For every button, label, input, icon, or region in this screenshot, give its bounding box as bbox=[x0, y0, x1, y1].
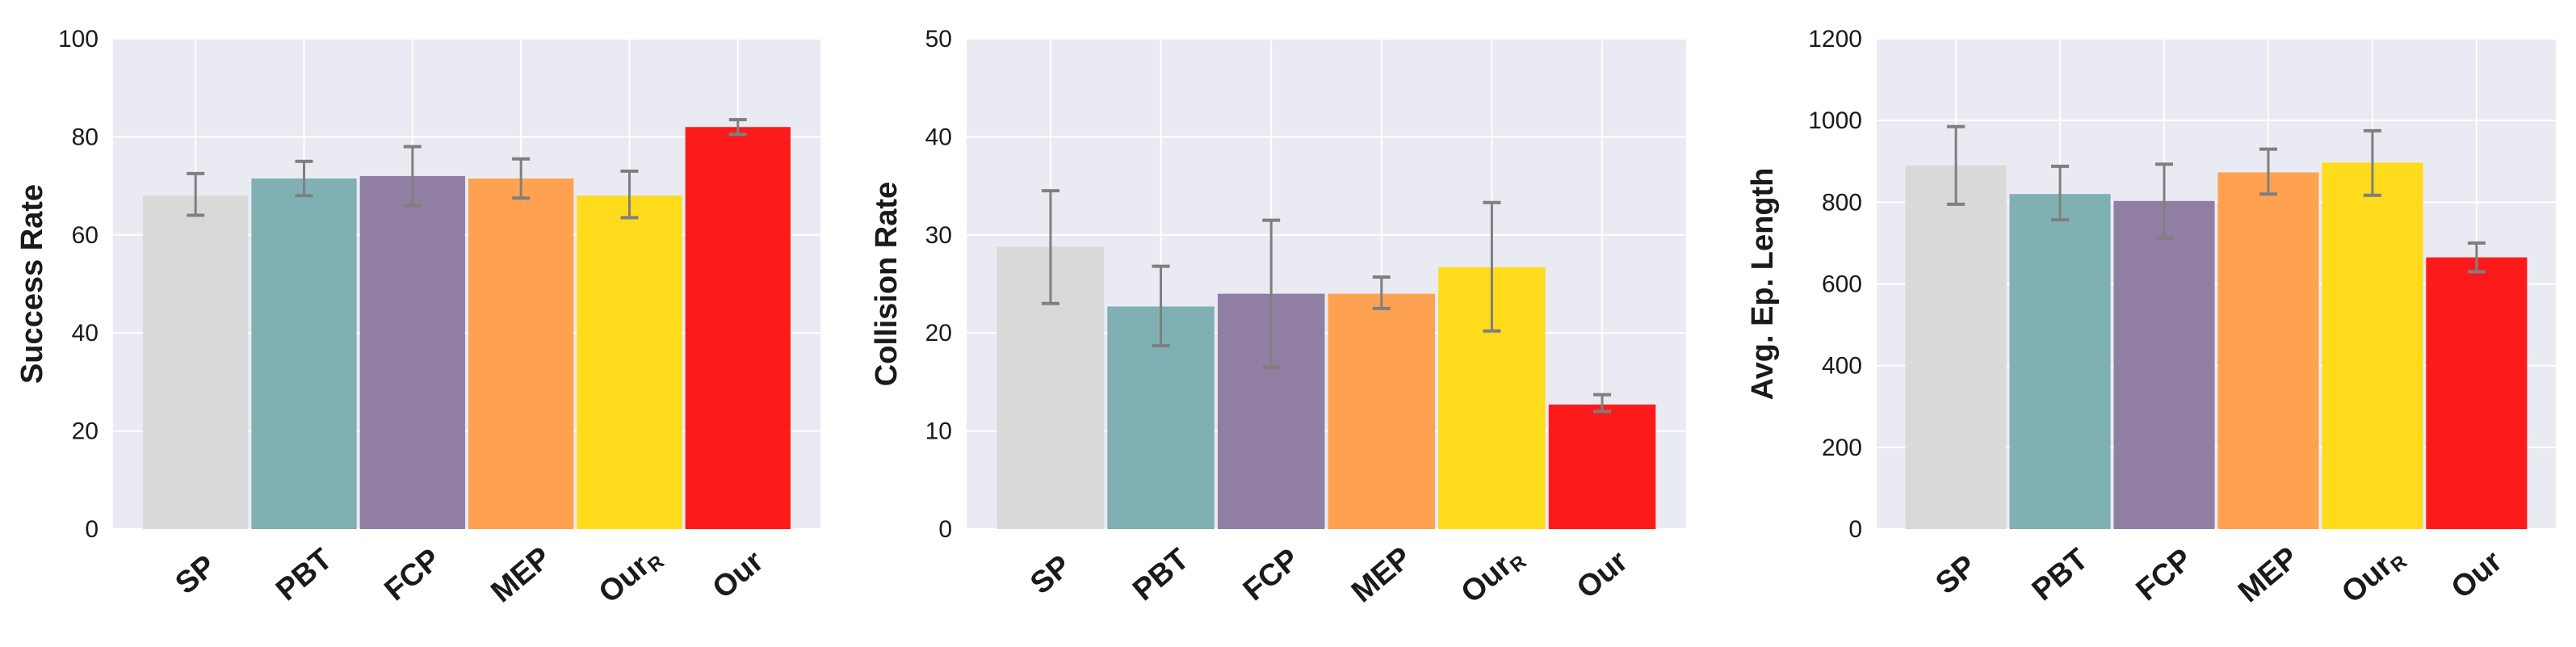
x-tick-label: Our bbox=[707, 544, 770, 606]
y-tick-label: 10 bbox=[925, 418, 952, 445]
x-tick-label: PBT bbox=[2026, 542, 2095, 607]
x-tick-label: SP bbox=[170, 548, 223, 601]
chart-panel-1: 0 20 40 60 80 100 SP PBT FCP MEP OurR Our Success Ra… bbox=[15, 26, 820, 611]
bar bbox=[2113, 200, 2215, 529]
chart-panel-2: 0 10 20 30 40 50 SP PBT FCP MEP OurR Our Collision R… bbox=[870, 26, 1686, 611]
bar bbox=[1905, 165, 2007, 529]
bar bbox=[685, 127, 791, 529]
x-tick-label: PBT bbox=[1126, 542, 1195, 607]
y-tick-label: 1000 bbox=[1808, 107, 1862, 134]
x-tick-label: OurR bbox=[593, 540, 669, 611]
x-tick-label: SP bbox=[1024, 548, 1077, 601]
bar bbox=[359, 175, 465, 529]
y-axis-label: Success Rate bbox=[15, 184, 49, 384]
bar bbox=[251, 178, 357, 529]
y-tick-label: 1200 bbox=[1808, 26, 1862, 53]
y-tick-label: 800 bbox=[1822, 189, 1862, 216]
y-tick-label: 40 bbox=[72, 320, 99, 347]
y-tick-label: 200 bbox=[1822, 435, 1862, 461]
y-tick-label: 30 bbox=[925, 222, 952, 249]
y-tick-label: 400 bbox=[1822, 353, 1862, 380]
y-axis-label: Collision Rate bbox=[870, 182, 904, 386]
y-tick-label: 0 bbox=[85, 516, 99, 543]
y-tick-label: 80 bbox=[72, 124, 99, 150]
x-tick-label: MEP bbox=[485, 540, 557, 609]
y-tick-label: 0 bbox=[938, 516, 952, 543]
x-tick-label: OurR bbox=[2335, 540, 2411, 611]
x-tick-label: SP bbox=[1929, 548, 1982, 601]
bar bbox=[2322, 162, 2423, 529]
bar bbox=[1548, 404, 1656, 529]
bar bbox=[143, 195, 249, 530]
x-tick-label: Our bbox=[2445, 544, 2509, 606]
x-tick-label: MEP bbox=[2232, 540, 2305, 609]
y-tick-label: 20 bbox=[72, 418, 99, 445]
y-tick-label: 40 bbox=[925, 124, 952, 150]
bar bbox=[2009, 194, 2111, 529]
bar bbox=[2217, 172, 2319, 529]
y-tick-label: 100 bbox=[58, 26, 99, 53]
x-tick-label: FCP bbox=[379, 542, 447, 607]
bar bbox=[2426, 257, 2528, 529]
x-tick-label: FCP bbox=[2130, 542, 2199, 607]
x-tick-label: MEP bbox=[1345, 540, 1418, 609]
y-tick-label: 50 bbox=[925, 26, 952, 53]
y-tick-label: 60 bbox=[72, 222, 99, 249]
x-tick-label: PBT bbox=[270, 542, 338, 607]
bar bbox=[577, 195, 682, 530]
x-tick-label: OurR bbox=[1455, 540, 1531, 611]
y-axis-label: Avg. Ep. Length bbox=[1746, 168, 1780, 401]
chart-panel-3: 0 200 400 600 800 1000 1200 SP PBT FCP MEP OurR Our A… bbox=[1746, 26, 2556, 611]
x-tick-label: Our bbox=[1571, 544, 1634, 606]
y-tick-label: 600 bbox=[1822, 271, 1862, 298]
bar bbox=[1328, 293, 1436, 529]
y-tick-label: 20 bbox=[925, 320, 952, 347]
bar bbox=[468, 178, 574, 529]
y-tick-label: 0 bbox=[1848, 516, 1862, 543]
x-tick-label: FCP bbox=[1237, 542, 1306, 607]
